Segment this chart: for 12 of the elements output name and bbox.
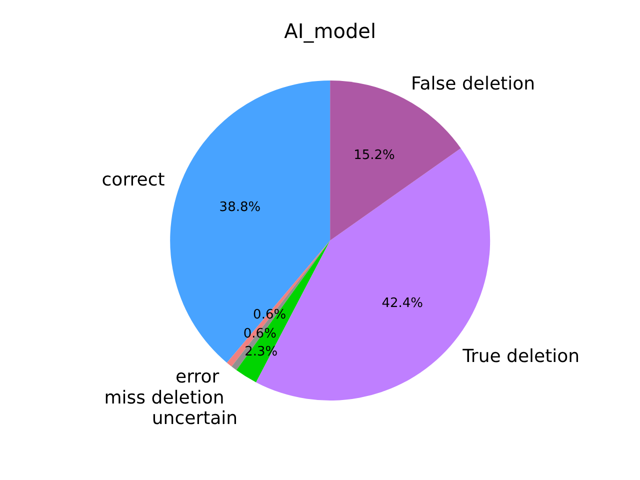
data-label: 38.8% (219, 200, 261, 216)
slice-label: miss deletion (104, 387, 224, 408)
data-label: 42.4% (382, 296, 424, 312)
data-label: 0.6% (243, 326, 276, 342)
slice-label: False deletion (411, 74, 536, 95)
data-label: 0.6% (253, 308, 286, 322)
slice-label: error (176, 366, 220, 388)
slice-label: True deletion (462, 346, 580, 367)
data-label: 15.2% (354, 148, 395, 163)
slice-label: correct (102, 170, 165, 191)
slice-label: uncertain (152, 408, 238, 430)
chart-title: AI_model (284, 18, 376, 43)
